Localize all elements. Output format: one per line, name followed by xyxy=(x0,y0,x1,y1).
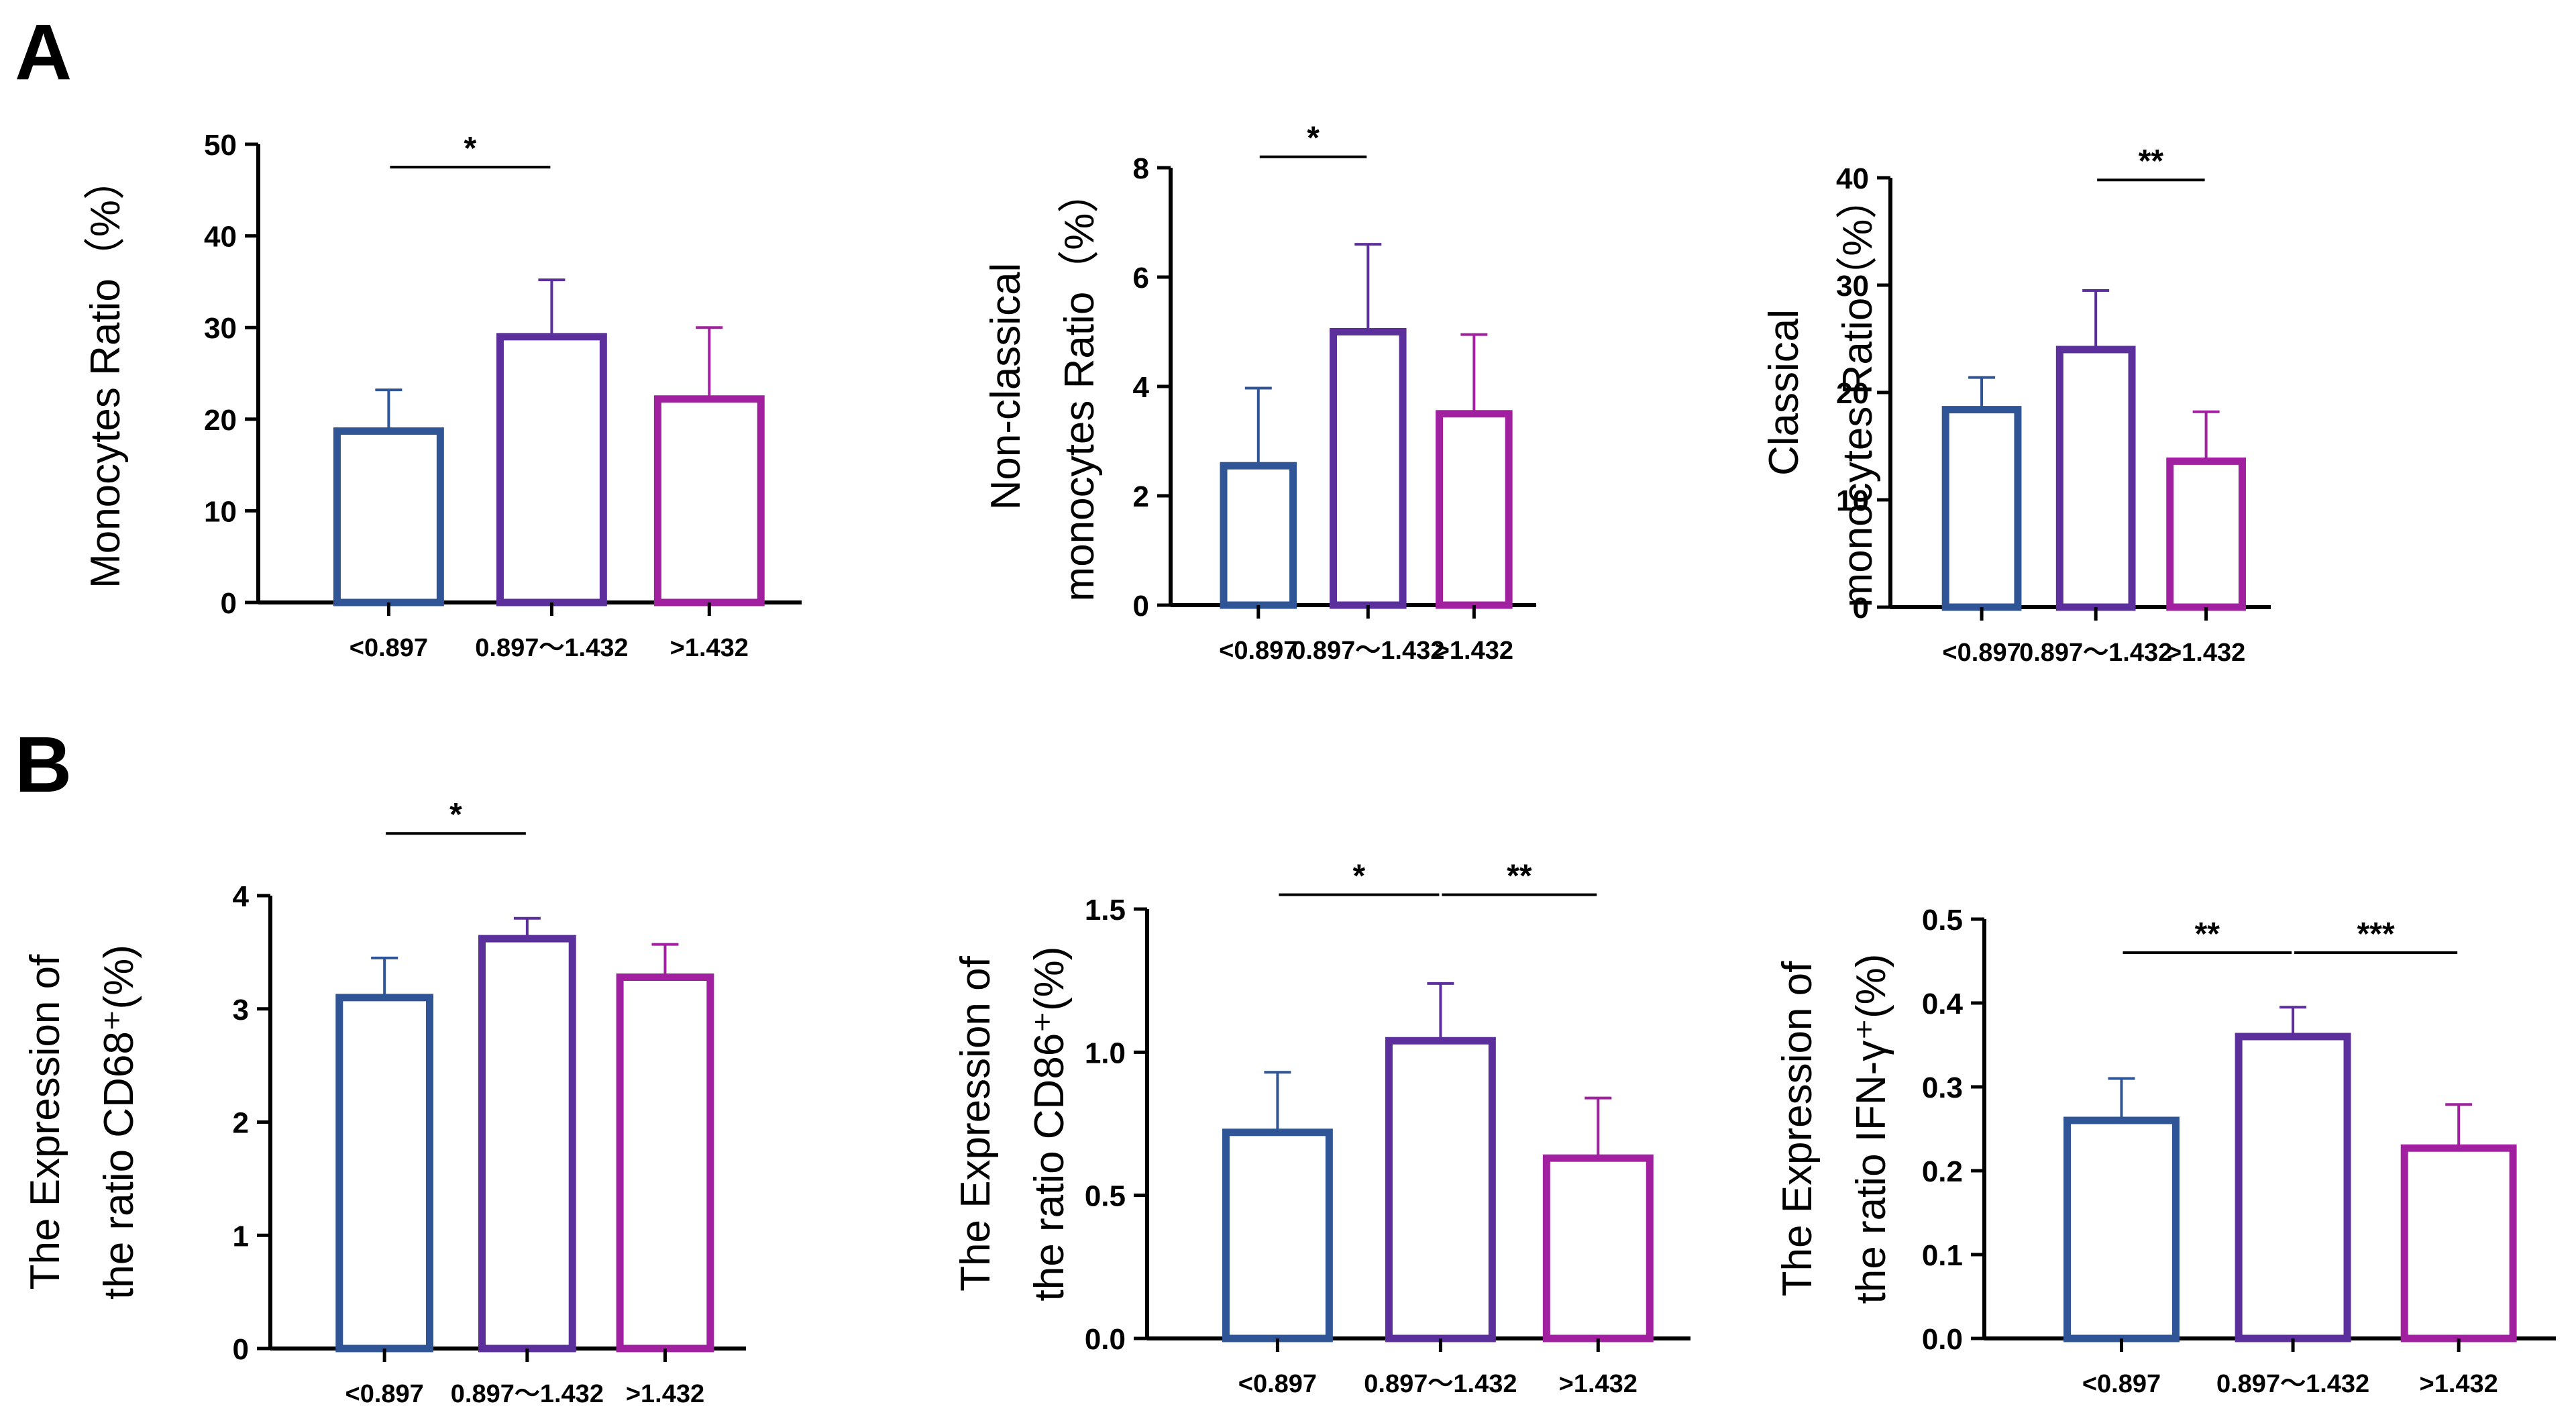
bar xyxy=(1542,1154,1654,1342)
significance-label: *** xyxy=(2357,916,2395,952)
chart-6: 0.0 0.1 0.2 0.3 0.4 0.5 <0.897 0.897～1.432 >1.43… xyxy=(1774,904,2556,1398)
y-tick-label: 0 xyxy=(1133,590,1149,623)
y-tick-label: 3 xyxy=(233,994,249,1026)
y-tick-label: 0.0 xyxy=(1085,1323,1126,1356)
category-label: <0.897 xyxy=(345,1380,424,1408)
y-tick-label: 0 xyxy=(221,587,237,620)
bar xyxy=(1220,462,1297,609)
y-tick-label: 0.1 xyxy=(1922,1239,1963,1272)
y-axis-label: the ratio CD68⁺(%) xyxy=(96,945,142,1300)
category-label: >1.432 xyxy=(626,1380,704,1408)
y-axis-label: monocytes Ratio（%） xyxy=(1057,172,1103,602)
y-axis-label: Classical xyxy=(1761,309,1807,476)
bar xyxy=(1436,410,1513,609)
y-tick-label: 20 xyxy=(204,404,237,437)
category-label: >1.432 xyxy=(1559,1370,1638,1398)
category-label: <0.897 xyxy=(1238,1370,1317,1398)
y-tick-label: 0 xyxy=(1853,592,1869,625)
y-axis-label: Non-classical xyxy=(983,263,1029,511)
y-axis-label: Monocytes Ratio（%） xyxy=(83,158,129,588)
significance-label: ** xyxy=(2195,916,2220,952)
y-tick-label: 1.0 xyxy=(1085,1037,1126,1069)
category-label: 0.897～1.432 xyxy=(2216,1370,2369,1398)
bar xyxy=(335,994,434,1353)
y-axis-label: monocytes Ratio（%） xyxy=(1835,178,1881,608)
y-axis-label: The Expression of xyxy=(22,954,68,1289)
y-axis-label: The Expression of xyxy=(953,955,999,1291)
y-tick-label: 0.3 xyxy=(1922,1071,1963,1104)
y-tick-label: 0.4 xyxy=(1922,988,1964,1020)
y-tick-label: 1 xyxy=(233,1220,249,1253)
y-tick-label: 10 xyxy=(1836,484,1869,517)
y-tick-label: 10 xyxy=(204,495,237,528)
y-tick-label: 30 xyxy=(204,312,237,345)
category-label: <0.897 xyxy=(1219,637,1297,665)
y-tick-label: 1.5 xyxy=(1085,894,1126,927)
y-tick-label: 2 xyxy=(233,1107,249,1140)
bar xyxy=(333,427,444,606)
category-label: <0.897 xyxy=(350,634,428,662)
bar xyxy=(1941,406,2022,611)
y-tick-label: 30 xyxy=(1836,270,1869,303)
category-label: 0.897～1.432 xyxy=(475,634,628,662)
y-tick-label: 6 xyxy=(1133,262,1149,295)
bar xyxy=(1330,328,1407,609)
y-tick-label: 0.2 xyxy=(1922,1155,1963,1188)
y-tick-label: 2 xyxy=(1133,480,1149,513)
panel-letter-b: B xyxy=(15,721,72,809)
bar xyxy=(478,935,576,1353)
y-axis-label: the ratio IFN-γ⁺(%) xyxy=(1848,954,1894,1304)
category-label: >1.432 xyxy=(2420,1370,2498,1398)
category-label: >1.432 xyxy=(670,634,749,662)
category-label: <0.897 xyxy=(2082,1370,2161,1398)
bar xyxy=(2166,457,2246,611)
y-tick-label: 20 xyxy=(1836,377,1869,410)
y-axis-label: The Expression of xyxy=(1774,961,1821,1296)
y-tick-label: 8 xyxy=(1133,152,1149,185)
y-tick-label: 0.5 xyxy=(1085,1180,1126,1213)
chart-5: 0.00.51.01.5<0.897 0.897～1.432 >1.432* **Th… xyxy=(953,859,1690,1398)
significance-label: ** xyxy=(1507,859,1532,894)
bar xyxy=(2063,1116,2180,1342)
significance-label: * xyxy=(1353,859,1366,894)
panel-letter-a: A xyxy=(15,8,72,97)
chart-1: 0 10 20 30 40 50 <0.897 0.897～1.432 >1.432 * Monoc… xyxy=(83,129,802,662)
bar xyxy=(2235,1033,2351,1342)
y-tick-label: 40 xyxy=(204,221,237,254)
category-label: 0.897～1.432 xyxy=(451,1380,604,1408)
y-tick-label: 40 xyxy=(1836,162,1869,195)
y-tick-label: 50 xyxy=(204,129,237,162)
y-tick-label: 0 xyxy=(233,1333,249,1366)
category-label: <0.897 xyxy=(1942,639,2021,667)
bar xyxy=(2055,346,2136,611)
bar xyxy=(653,395,765,606)
significance-label: * xyxy=(1307,121,1320,156)
y-tick-label: 0.0 xyxy=(1922,1323,1963,1356)
y-axis-label: the ratio CD86⁺(%) xyxy=(1026,947,1073,1302)
bar xyxy=(2400,1144,2517,1342)
bar xyxy=(616,973,714,1353)
y-tick-label: 4 xyxy=(1133,371,1150,404)
y-tick-label: 0.5 xyxy=(1922,904,1963,937)
significance-label: * xyxy=(464,131,477,166)
y-tick-label: 4 xyxy=(233,880,250,913)
bar xyxy=(496,333,607,606)
category-label: 0.897～1.432 xyxy=(1291,637,1444,665)
significance-label: ** xyxy=(2139,144,2164,179)
category-label: >1.432 xyxy=(1435,637,1513,665)
chart-4: 0 1 2 3 4 <0.897 0.897～1.432 >1.432 * The Express… xyxy=(22,797,746,1408)
category-label: >1.432 xyxy=(2167,639,2245,667)
bar xyxy=(1222,1128,1333,1342)
category-label: 0.897～1.432 xyxy=(2019,639,2172,667)
significance-label: * xyxy=(449,797,462,833)
category-label: 0.897～1.432 xyxy=(1364,1370,1517,1398)
bar xyxy=(1385,1037,1496,1342)
